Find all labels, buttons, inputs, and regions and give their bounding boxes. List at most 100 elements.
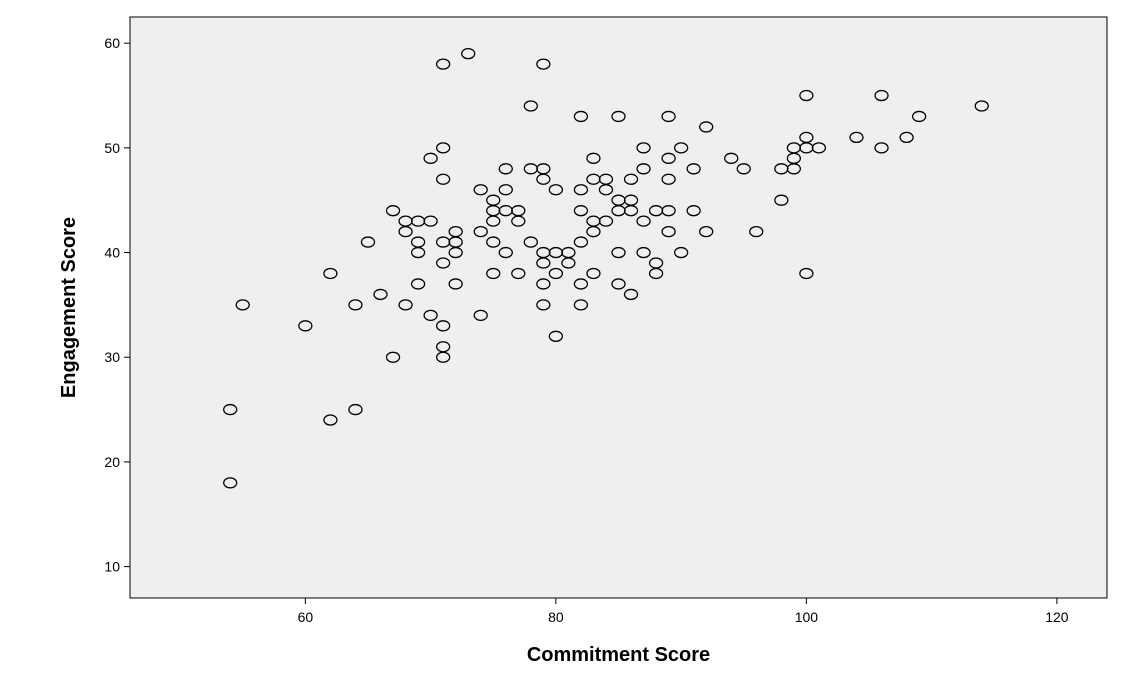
data-point — [435, 173, 451, 185]
data-point — [486, 267, 501, 280]
data-point — [686, 205, 701, 217]
y-tick-label: 40 — [104, 245, 120, 261]
data-point — [548, 184, 564, 196]
data-point — [511, 267, 526, 280]
y-tick-label: 30 — [104, 349, 120, 365]
data-point — [561, 257, 576, 269]
data-point — [398, 299, 413, 311]
data-point — [348, 403, 363, 416]
data-point — [511, 215, 526, 227]
y-tick-label: 60 — [104, 35, 120, 51]
data-point — [799, 267, 814, 280]
data-point — [573, 299, 589, 311]
data-point — [774, 194, 789, 206]
data-point — [661, 225, 676, 238]
x-tick-label: 100 — [795, 609, 819, 625]
data-point — [786, 163, 802, 175]
data-point — [435, 351, 451, 363]
data-point — [724, 152, 739, 164]
data-point — [323, 267, 338, 280]
x-tick-label: 80 — [548, 609, 564, 625]
data-point — [648, 267, 664, 280]
data-point — [486, 215, 501, 227]
data-point — [611, 110, 626, 123]
data-point — [360, 236, 376, 248]
data-point — [523, 236, 538, 248]
data-point — [636, 246, 651, 259]
data-point — [573, 236, 589, 248]
x-tick-label: 60 — [298, 609, 314, 625]
data-point — [536, 299, 551, 311]
data-point — [398, 225, 413, 238]
data-point — [536, 278, 551, 290]
data-point — [611, 246, 626, 259]
data-point — [536, 173, 551, 185]
data-point — [623, 288, 639, 301]
data-point — [536, 58, 551, 70]
data-point — [661, 152, 676, 164]
data-point — [636, 142, 651, 154]
x-axis-title: Commitment Score — [527, 644, 710, 666]
data-point — [661, 110, 676, 123]
data-point — [911, 110, 927, 123]
data-point — [573, 184, 589, 196]
data-point — [623, 173, 639, 185]
data-point — [874, 89, 889, 102]
data-point — [435, 58, 451, 70]
data-point — [498, 184, 513, 196]
data-point — [686, 163, 701, 175]
plot-area — [129, 16, 1108, 599]
data-point — [385, 351, 401, 363]
data-point — [498, 163, 513, 175]
data-point — [636, 163, 651, 175]
data-point — [486, 236, 501, 248]
data-point — [235, 299, 250, 311]
data-point — [548, 267, 564, 280]
data-point — [799, 89, 814, 102]
y-tick-label: 20 — [104, 454, 120, 470]
data-point — [598, 215, 614, 227]
data-point — [699, 225, 714, 238]
data-point — [974, 100, 989, 112]
data-point — [473, 184, 488, 196]
data-point — [573, 110, 589, 123]
data-point — [586, 267, 601, 280]
data-point — [749, 225, 764, 238]
data-point — [348, 299, 363, 311]
y-tick-label: 50 — [104, 140, 120, 156]
data-point — [473, 225, 488, 238]
data-point — [849, 131, 864, 144]
data-point — [899, 131, 914, 144]
data-point — [435, 142, 451, 154]
data-point — [435, 320, 451, 332]
data-point — [623, 205, 639, 217]
data-point — [423, 215, 438, 227]
data-point — [673, 142, 689, 154]
data-point — [423, 309, 438, 322]
data-point — [673, 246, 689, 259]
data-point — [461, 47, 476, 60]
data-point — [636, 215, 651, 227]
data-point — [598, 184, 614, 196]
data-point — [523, 100, 538, 112]
y-axis-title: Engagement Score — [58, 217, 80, 398]
y-tick-label: 10 — [104, 559, 120, 575]
data-point — [423, 152, 438, 164]
x-tick-label: 120 — [1045, 609, 1069, 625]
data-point — [410, 278, 426, 290]
data-point — [661, 205, 676, 217]
data-point — [323, 414, 338, 426]
data-point — [373, 288, 388, 301]
data-point — [699, 121, 714, 133]
data-point — [448, 278, 463, 290]
data-point — [473, 309, 488, 322]
data-point — [223, 477, 238, 489]
y-axis: 10 20 30 40 50 60 — [104, 35, 130, 575]
data-point — [611, 278, 626, 290]
data-point — [298, 320, 313, 332]
data-point — [573, 205, 589, 217]
data-point — [385, 205, 401, 217]
data-point — [548, 330, 564, 342]
data-point — [661, 173, 676, 185]
